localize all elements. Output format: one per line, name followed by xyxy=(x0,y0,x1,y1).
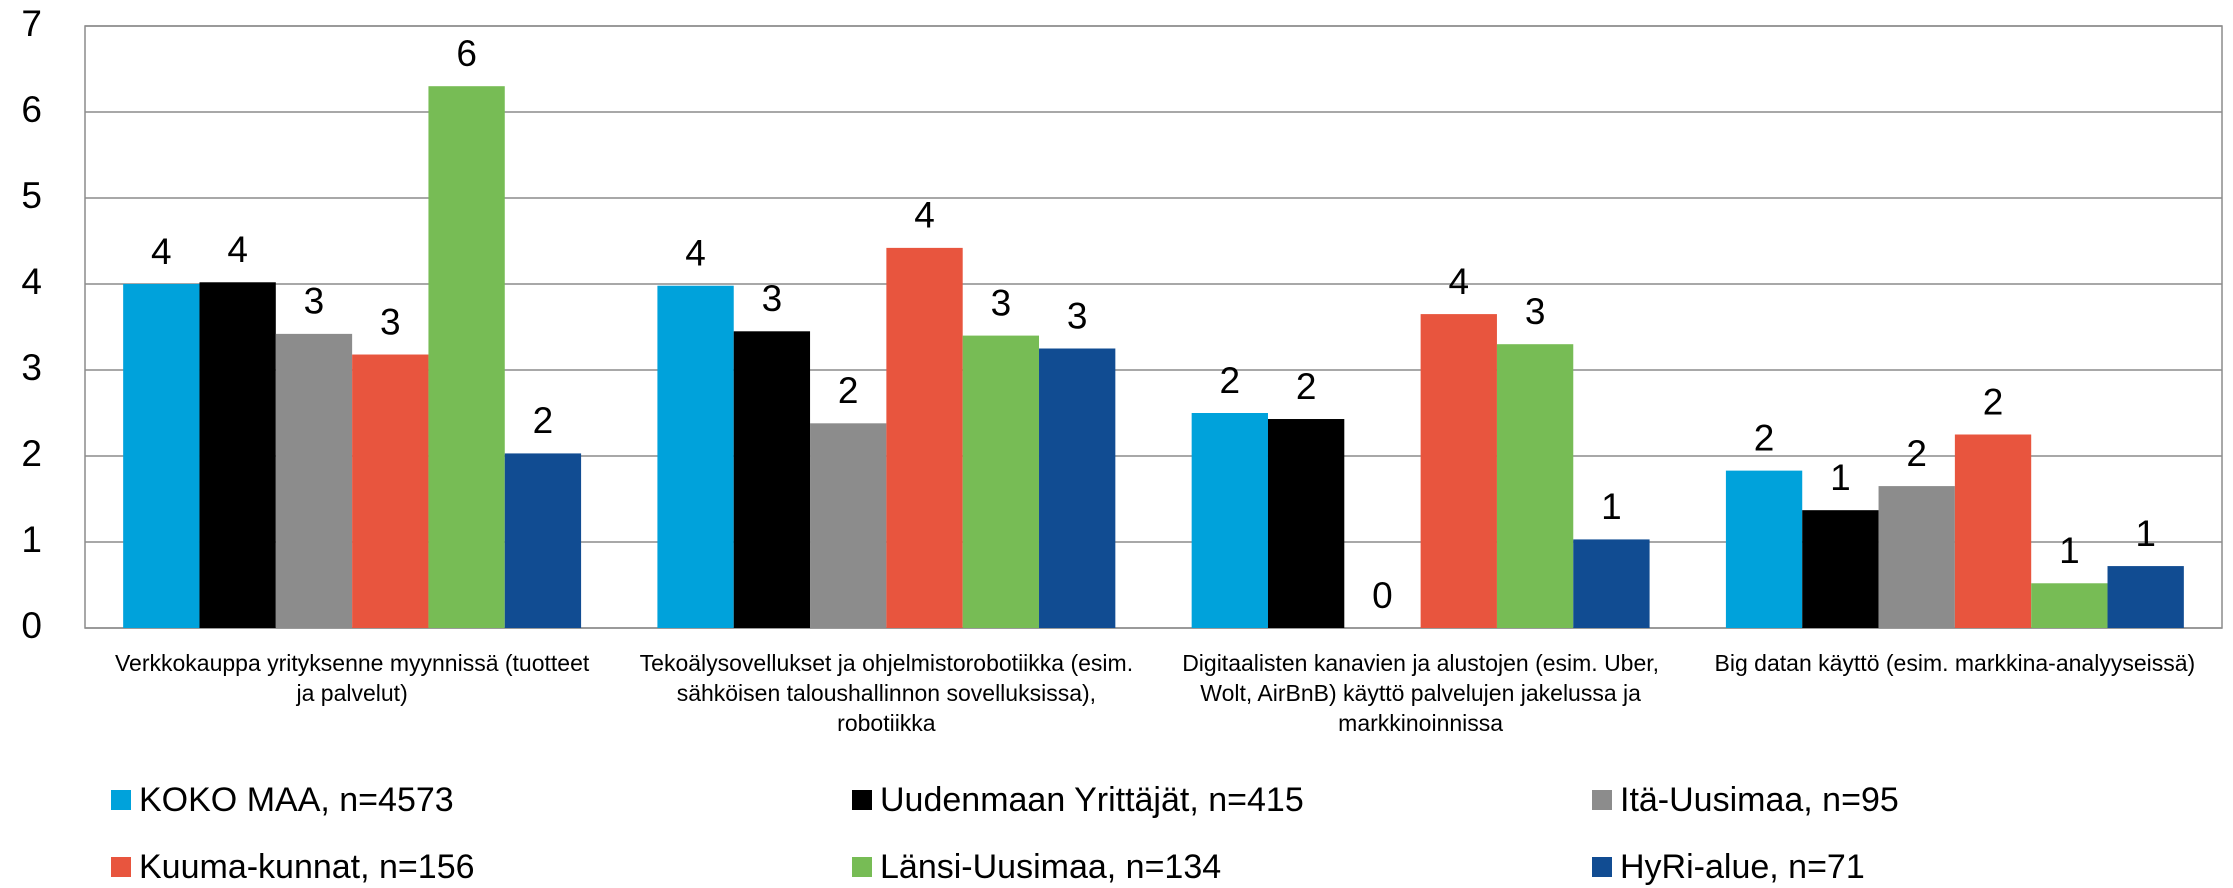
bar xyxy=(123,284,200,628)
value-label: 3 xyxy=(762,278,783,319)
value-label: 2 xyxy=(1906,433,1927,474)
x-tick-label: Tekoälysovellukset ja ohjelmistorobotiik… xyxy=(639,650,1134,736)
legend-label: Länsi-Uusimaa, n=134 xyxy=(880,847,1222,886)
bar xyxy=(810,423,887,628)
plot-border xyxy=(84,25,2223,629)
y-tick-label: 5 xyxy=(21,175,42,216)
legend-item: Itä-Uusimaa, n=95 xyxy=(1592,778,1899,822)
value-label: 1 xyxy=(2135,513,2156,554)
bar xyxy=(275,333,353,628)
bar xyxy=(2031,583,2108,628)
bar xyxy=(428,86,505,628)
y-tick-label: 1 xyxy=(21,519,42,560)
bar xyxy=(1954,434,2032,628)
legend-swatch xyxy=(852,790,872,810)
legend-swatch xyxy=(1592,857,1612,877)
legend-swatch xyxy=(1592,790,1612,810)
legend-item: KOKO MAA, n=4573 xyxy=(111,778,454,822)
y-tick-label: 6 xyxy=(21,89,42,130)
x-tick-label: Big datan käyttö (esim. markkina-analyys… xyxy=(1714,650,2196,676)
y-tick-label: 4 xyxy=(21,261,42,302)
y-tick-label: 3 xyxy=(21,347,42,388)
legend-label: HyRi-alue, n=71 xyxy=(1620,847,1865,886)
bar xyxy=(199,282,276,628)
y-tick-label: 7 xyxy=(21,3,42,44)
value-label: 2 xyxy=(1220,360,1241,401)
bar xyxy=(733,331,811,628)
y-tick-label: 2 xyxy=(21,433,42,474)
bar xyxy=(1725,470,1803,628)
value-label: 3 xyxy=(1525,291,1546,332)
value-label: 4 xyxy=(151,231,172,272)
bar xyxy=(962,335,1040,628)
bar xyxy=(504,453,582,628)
legend-item: HyRi-alue, n=71 xyxy=(1592,845,1865,888)
legend-item: Kuuma-kunnat, n=156 xyxy=(111,845,475,888)
legend-swatch xyxy=(111,857,131,877)
value-label: 1 xyxy=(2059,530,2080,571)
value-label: 4 xyxy=(1448,261,1469,302)
value-label: 2 xyxy=(1296,366,1317,407)
bar xyxy=(1496,344,1574,628)
legend-swatch xyxy=(852,857,872,877)
bar xyxy=(1802,510,1879,628)
legend-label: Kuuma-kunnat, n=156 xyxy=(139,847,475,886)
bar xyxy=(352,354,429,628)
value-label: 4 xyxy=(685,233,706,274)
value-label: 6 xyxy=(456,33,477,74)
value-label: 3 xyxy=(1067,295,1088,336)
value-label: 2 xyxy=(1754,417,1775,458)
legend-label: Uudenmaan Yrittäjät, n=415 xyxy=(880,780,1304,819)
legend-item: Uudenmaan Yrittäjät, n=415 xyxy=(852,778,1304,822)
value-label: 2 xyxy=(1983,381,2004,422)
value-label: 3 xyxy=(380,301,401,342)
x-tick-label: Verkkokauppa yrityksenne myynnissä (tuot… xyxy=(114,650,590,706)
value-label: 0 xyxy=(1372,575,1393,616)
y-tick-label: 0 xyxy=(21,605,42,646)
bar xyxy=(1267,419,1345,628)
legend-swatch xyxy=(111,790,131,810)
value-label: 4 xyxy=(914,195,935,236)
value-label: 2 xyxy=(533,400,554,441)
bar xyxy=(657,285,734,628)
value-label: 1 xyxy=(1601,486,1622,527)
bar xyxy=(1878,486,1955,628)
bar xyxy=(1420,314,1497,628)
bar xyxy=(1191,413,1268,628)
bar xyxy=(1039,348,1116,628)
x-tick-label: Digitaalisten kanavien ja alustojen (esi… xyxy=(1182,650,1660,736)
legend-item: Länsi-Uusimaa, n=134 xyxy=(852,845,1221,888)
value-label: 1 xyxy=(1830,457,1851,498)
bar xyxy=(1573,539,1650,628)
value-label: 3 xyxy=(991,282,1012,323)
legend-label: KOKO MAA, n=4573 xyxy=(139,780,454,819)
legend-label: Itä-Uusimaa, n=95 xyxy=(1620,780,1899,819)
value-label: 4 xyxy=(227,229,248,270)
bar xyxy=(2107,566,2184,628)
value-label: 3 xyxy=(304,281,325,322)
value-label: 2 xyxy=(838,370,859,411)
bar xyxy=(886,247,963,628)
